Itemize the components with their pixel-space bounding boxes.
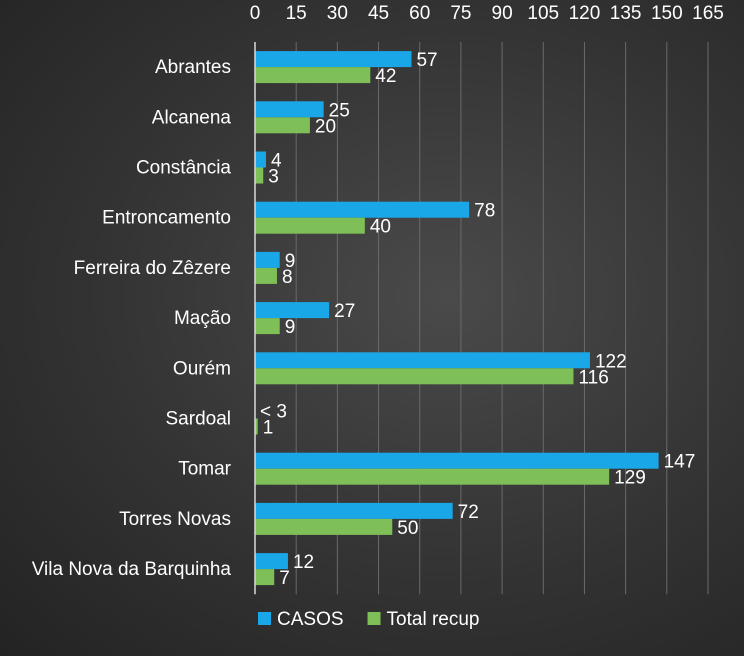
bar-total-recup-constancia — [255, 167, 264, 184]
x-axis-tick-labels: 0 15 30 45 60 75 90 105 120 135 150 165 — [250, 3, 724, 24]
bar-casos-ourem — [255, 352, 590, 369]
x-tick-label-30: 30 — [327, 3, 348, 24]
value-label-total-recup-vila-nova-da-barquinha: 7 — [279, 568, 290, 589]
x-tick-label-45: 45 — [368, 3, 389, 24]
legend-label-total-recup: Total recup — [387, 609, 480, 630]
bar-total-recup-sardoal — [255, 418, 258, 435]
value-label-casos-alcanena: 25 — [329, 100, 350, 121]
x-tick-label-120: 120 — [569, 3, 601, 24]
bar-total-recup-abrantes — [255, 67, 371, 84]
value-label-casos-constancia: 4 — [271, 151, 282, 172]
x-tick-label-150: 150 — [651, 3, 683, 24]
bar-total-recup-entroncamento — [255, 217, 365, 234]
category-label-tomar: Tomar — [178, 459, 231, 480]
bar-total-recup-vila-nova-da-barquinha — [255, 569, 275, 586]
bar-casos-tomar — [255, 452, 659, 469]
bar-casos-ferreira-do-zezere — [255, 251, 280, 268]
legend-swatch-total-recup — [367, 612, 381, 625]
category-label-alcanena: Alcanena — [152, 107, 232, 128]
legend-swatch-casos — [258, 612, 271, 625]
x-tick-label-135: 135 — [610, 3, 642, 24]
gridlines — [295, 42, 709, 595]
bar-casos-torres-novas — [255, 502, 453, 519]
category-label-macao: Mação — [174, 308, 231, 329]
category-labels: Abrantes Alcanena Constância Entroncamento F… — [32, 57, 232, 580]
bar-casos-alcanena — [255, 101, 324, 118]
category-label-vila-nova-da-barquinha: Vila Nova da Barquinha — [32, 559, 232, 580]
value-label-total-recup-ourem: 116 — [578, 367, 608, 388]
bar-total-recup-tomar — [255, 468, 610, 485]
bar-casos-abrantes — [255, 51, 412, 68]
x-tick-label-15: 15 — [286, 3, 307, 24]
bar-total-recup-alcanena — [255, 117, 310, 134]
value-label-total-recup-sardoal: 1 — [263, 418, 274, 439]
value-label-casos-macao: 27 — [334, 301, 355, 322]
bar-total-recup-torres-novas — [255, 518, 393, 535]
value-label-total-recup-constancia: 3 — [268, 167, 279, 188]
value-label-casos-torres-novas: 72 — [458, 502, 479, 523]
value-label-total-recup-macao: 9 — [285, 317, 296, 338]
value-label-total-recup-tomar: 129 — [614, 468, 646, 489]
value-label-casos-entroncamento: 78 — [474, 201, 495, 222]
bar-casos-vila-nova-da-barquinha — [255, 553, 288, 570]
category-label-entroncamento: Entroncamento — [102, 208, 231, 229]
bar-total-recup-macao — [255, 318, 280, 335]
value-label-total-recup-ferreira-do-zezere: 8 — [282, 267, 293, 288]
x-tick-label-60: 60 — [409, 3, 430, 24]
legend-label-casos: CASOS — [277, 609, 344, 630]
value-label-total-recup-alcanena: 20 — [315, 116, 336, 137]
value-label-casos-ourem: 122 — [595, 351, 627, 372]
x-tick-label-0: 0 — [250, 3, 261, 24]
value-label-casos-ferreira-do-zezere: 9 — [285, 251, 296, 272]
bar-casos-macao — [255, 302, 330, 319]
x-tick-label-165: 165 — [692, 3, 724, 24]
value-label-total-recup-torres-novas: 50 — [397, 518, 418, 539]
value-label-total-recup-abrantes: 42 — [375, 66, 396, 87]
bars — [255, 51, 659, 586]
value-label-casos-tomar: 147 — [664, 452, 696, 473]
category-label-ferreira-do-zezere: Ferreira do Zêzere — [74, 258, 231, 279]
category-label-torres-novas: Torres Novas — [119, 509, 231, 530]
category-label-ourem: Ourém — [173, 358, 231, 379]
x-tick-label-75: 75 — [450, 3, 471, 24]
value-label-total-recup-entroncamento: 40 — [370, 217, 391, 238]
value-label-casos-sardoal: < 3 — [260, 402, 287, 423]
bar-total-recup-ferreira-do-zezere — [255, 267, 277, 284]
value-label-casos-vila-nova-da-barquinha: 12 — [293, 552, 314, 573]
bar-casos-constancia — [255, 151, 266, 168]
legend: CASOS Total recup — [258, 609, 479, 630]
category-label-sardoal: Sardoal — [166, 409, 232, 430]
x-tick-label-105: 105 — [527, 3, 559, 24]
x-tick-label-90: 90 — [492, 3, 513, 24]
bar-casos-entroncamento — [255, 201, 470, 218]
value-label-casos-abrantes: 57 — [416, 50, 437, 71]
category-label-abrantes: Abrantes — [155, 57, 231, 78]
category-label-constancia: Constância — [136, 158, 231, 179]
bar-total-recup-ourem — [255, 368, 574, 385]
